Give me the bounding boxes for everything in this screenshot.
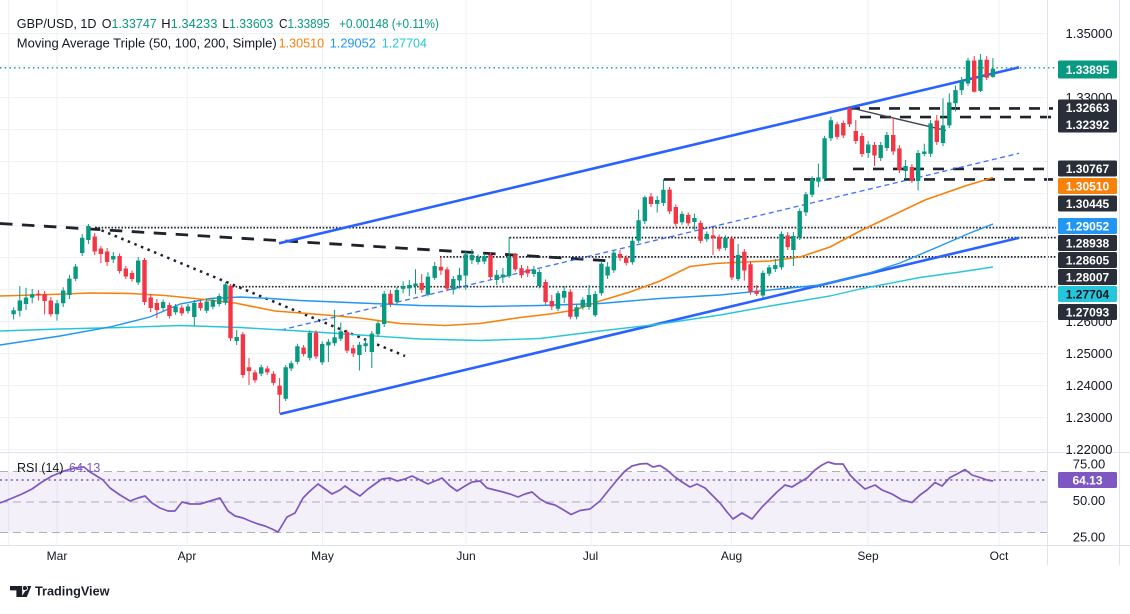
svg-text:1.32663: 1.32663: [1066, 101, 1110, 115]
svg-text:1.29052: 1.29052: [1066, 220, 1110, 234]
svg-text:25.00: 25.00: [1073, 530, 1106, 545]
svg-text:Jun: Jun: [456, 549, 475, 563]
svg-text:1.29052: 1.29052: [330, 36, 376, 51]
svg-text:Apr: Apr: [178, 549, 197, 563]
svg-text:Aug: Aug: [721, 549, 742, 563]
svg-text:H1.34233: H1.34233: [161, 16, 217, 31]
svg-text:1.30445: 1.30445: [1066, 197, 1110, 211]
svg-text:Oct: Oct: [990, 549, 1009, 563]
svg-text:May: May: [311, 549, 334, 563]
svg-text:1.28938: 1.28938: [1066, 237, 1110, 251]
svg-text:Moving Average Triple (50, 100: Moving Average Triple (50, 100, 200, Sim…: [17, 36, 277, 51]
svg-text:50.00: 50.00: [1073, 493, 1106, 508]
svg-text:64.13: 64.13: [69, 461, 100, 475]
svg-text:1.27093: 1.27093: [1066, 306, 1110, 320]
svg-text:TradingView: TradingView: [35, 585, 110, 599]
svg-text:1.22000: 1.22000: [1066, 442, 1113, 457]
svg-text:1.33895: 1.33895: [1066, 63, 1110, 77]
svg-text:+0.00148 (+0.11%): +0.00148 (+0.11%): [339, 16, 439, 31]
svg-text:75.00: 75.00: [1073, 457, 1106, 472]
svg-text:Mar: Mar: [47, 549, 68, 563]
svg-text:1.28605: 1.28605: [1066, 254, 1110, 268]
svg-text:1.30510: 1.30510: [1066, 180, 1110, 194]
svg-text:1.27704: 1.27704: [382, 36, 427, 51]
svg-text:L1.33603: L1.33603: [222, 16, 273, 31]
svg-text:GBP/USD, 1D: GBP/USD, 1D: [17, 16, 97, 31]
svg-text:1.28007: 1.28007: [1066, 271, 1110, 285]
svg-text:1.24000: 1.24000: [1066, 378, 1113, 393]
svg-text:Sep: Sep: [857, 549, 879, 563]
svg-text:1.30767: 1.30767: [1066, 162, 1110, 176]
svg-text:1.25000: 1.25000: [1066, 346, 1113, 361]
svg-text:1.30510: 1.30510: [279, 36, 325, 51]
svg-text:1.35000: 1.35000: [1066, 26, 1113, 41]
svg-text:1.27704: 1.27704: [1066, 288, 1110, 302]
svg-text:1.32392: 1.32392: [1066, 118, 1110, 132]
svg-text:O1.33747: O1.33747: [102, 16, 157, 31]
svg-text:C1.33895: C1.33895: [279, 16, 330, 31]
svg-text:RSI (14): RSI (14): [17, 461, 64, 475]
svg-text:64.13: 64.13: [1072, 474, 1102, 488]
svg-text:Jul: Jul: [583, 549, 598, 563]
svg-text:1.23000: 1.23000: [1066, 410, 1113, 425]
